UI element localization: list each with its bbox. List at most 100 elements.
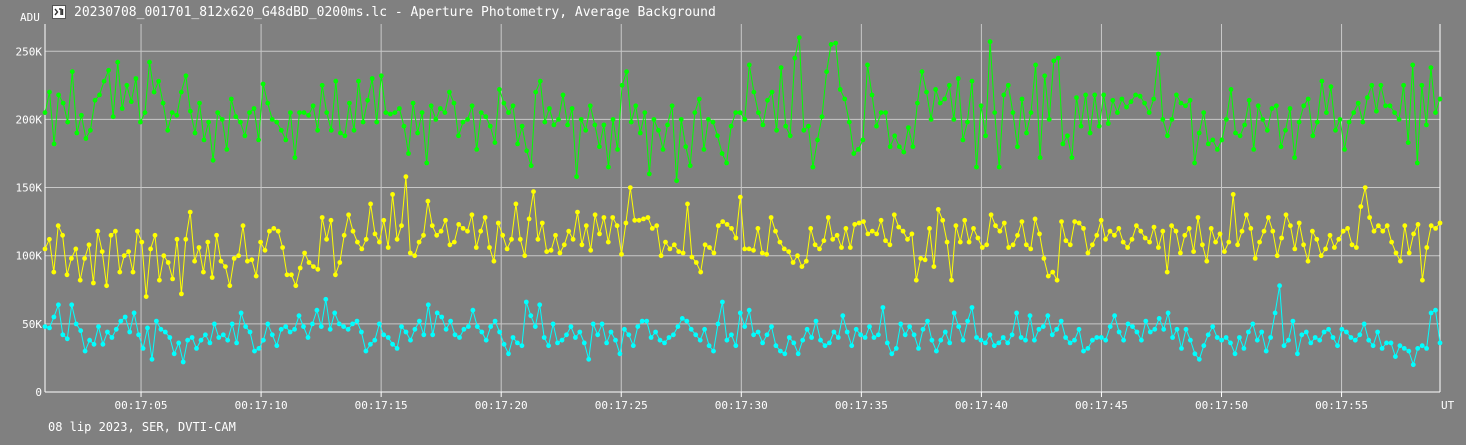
data-point xyxy=(627,185,633,191)
data-point xyxy=(488,324,494,329)
data-point xyxy=(707,245,712,250)
data-point xyxy=(374,119,380,125)
data-point xyxy=(212,321,217,327)
data-point xyxy=(1174,92,1179,98)
data-point xyxy=(649,226,655,231)
data-point xyxy=(827,340,832,346)
data-point xyxy=(1235,242,1240,248)
data-point xyxy=(956,324,962,329)
data-point xyxy=(947,340,953,346)
data-point xyxy=(390,341,395,347)
data-point xyxy=(333,78,339,84)
data-point xyxy=(225,337,231,343)
data-point xyxy=(1317,337,1323,343)
data-point xyxy=(99,249,105,255)
data-point xyxy=(1164,269,1170,275)
data-point xyxy=(136,332,142,338)
data-point xyxy=(82,348,88,354)
data-point xyxy=(560,92,566,98)
app-icon[interactable] xyxy=(52,5,66,19)
data-point xyxy=(1332,245,1337,250)
data-point xyxy=(1037,231,1042,237)
data-point xyxy=(937,100,943,106)
data-point xyxy=(1357,332,1363,338)
data-point xyxy=(843,226,849,231)
data-point xyxy=(1085,250,1091,256)
data-point xyxy=(228,96,234,102)
data-point xyxy=(615,147,620,152)
data-point xyxy=(224,147,230,152)
data-point xyxy=(812,242,818,248)
data-point xyxy=(324,236,329,242)
data-point xyxy=(626,332,632,338)
data-point xyxy=(1023,337,1028,343)
data-point xyxy=(675,324,681,329)
data-point xyxy=(283,324,289,329)
data-point xyxy=(515,340,520,346)
data-point xyxy=(764,332,770,338)
data-point xyxy=(1222,249,1227,255)
data-point xyxy=(1263,348,1269,354)
data-point xyxy=(654,223,660,229)
data-point xyxy=(918,256,924,261)
data-point xyxy=(1324,110,1329,115)
data-point xyxy=(933,87,938,92)
data-point xyxy=(447,242,453,248)
data-point xyxy=(813,318,819,324)
data-point xyxy=(846,119,852,125)
data-point xyxy=(1129,236,1135,242)
data-point xyxy=(876,332,881,338)
data-point xyxy=(147,59,152,65)
data-point xyxy=(234,340,240,346)
data-point xyxy=(949,277,954,283)
data-point xyxy=(925,318,930,324)
data-point xyxy=(1192,160,1197,166)
data-point xyxy=(1411,231,1416,237)
x-tick-label: 00:17:25 xyxy=(595,399,648,412)
data-point xyxy=(1237,133,1243,139)
data-point xyxy=(852,222,858,227)
data-point xyxy=(1055,55,1061,61)
data-point xyxy=(1375,329,1380,335)
data-point xyxy=(561,242,567,248)
data-point xyxy=(210,157,216,163)
data-point xyxy=(194,346,199,351)
data-point xyxy=(791,340,797,346)
data-point xyxy=(101,78,107,84)
data-point xyxy=(1065,133,1070,139)
data-point xyxy=(541,335,547,340)
data-point xyxy=(1274,253,1280,259)
data-point xyxy=(443,326,449,332)
data-point xyxy=(1130,324,1135,329)
data-point xyxy=(117,269,123,275)
data-point xyxy=(1366,337,1372,343)
data-point xyxy=(1033,62,1038,68)
data-point xyxy=(215,110,221,115)
data-point xyxy=(831,329,837,335)
data-point xyxy=(993,223,998,229)
data-point xyxy=(698,269,704,275)
data-point xyxy=(711,348,716,354)
data-point xyxy=(381,217,387,223)
data-point xyxy=(437,106,443,111)
data-point xyxy=(122,314,128,320)
data-point xyxy=(564,332,569,338)
data-point xyxy=(996,340,1002,346)
data-point xyxy=(1023,242,1029,248)
data-point xyxy=(532,324,538,329)
data-point xyxy=(478,110,484,115)
data-point xyxy=(1406,250,1412,256)
data-point xyxy=(288,110,293,115)
data-point xyxy=(346,212,351,218)
data-point xyxy=(249,257,255,263)
data-point xyxy=(284,272,290,278)
data-point xyxy=(167,335,173,340)
data-point xyxy=(1305,258,1311,264)
data-point xyxy=(592,212,598,218)
data-point xyxy=(635,324,641,329)
data-point xyxy=(1264,127,1270,133)
data-point xyxy=(706,343,712,349)
data-point xyxy=(267,228,272,234)
data-point xyxy=(278,326,284,332)
data-point xyxy=(693,260,699,265)
